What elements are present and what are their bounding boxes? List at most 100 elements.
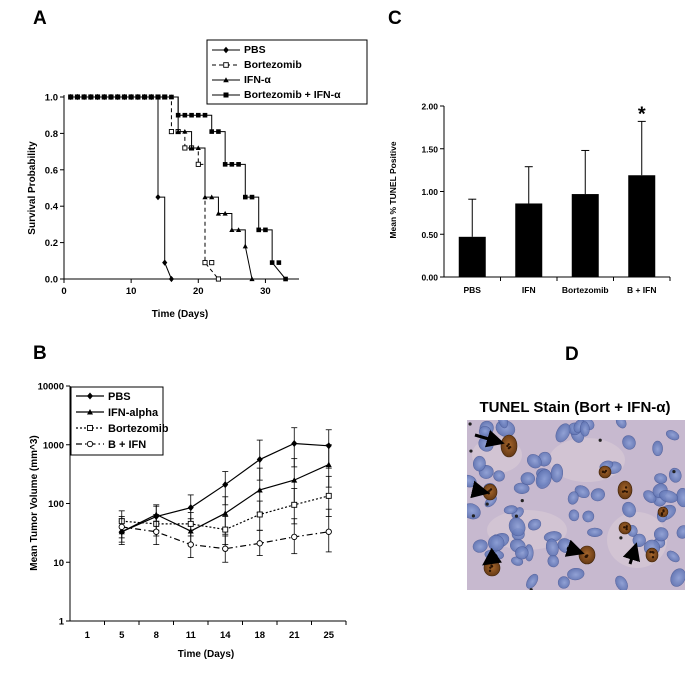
tumor-y-tick-label: 100 — [48, 499, 64, 510]
panel-letter-d: D — [565, 344, 579, 365]
survival-legend-label: Bortezomib — [244, 59, 302, 71]
debris-dot — [485, 502, 489, 506]
tumor-point — [291, 477, 298, 483]
cell-nucleus — [587, 527, 603, 537]
tunel-category-label: B + IFN — [627, 285, 657, 295]
survival-series-line — [70, 96, 172, 280]
panel-letter-b: B — [33, 343, 47, 364]
apoptotic-body — [651, 556, 655, 559]
apoptotic-body — [507, 443, 510, 446]
survival-x-tick-label: 30 — [260, 286, 271, 297]
cell-nucleus — [568, 509, 580, 522]
survival-point — [101, 94, 107, 100]
tunel-ylabel: Mean % TUNEL Positive — [388, 141, 398, 238]
survival-legend-label: IFN-α — [244, 74, 271, 86]
tunel-category-label: Bortezomib — [562, 285, 609, 295]
cell-nucleus — [676, 525, 685, 539]
tunel-y-tick-label: 0.50 — [421, 230, 438, 240]
cell-nucleus — [557, 576, 570, 589]
panel-letter-a: A — [33, 8, 47, 29]
tumor-ylabel: Mean Tumor Volume (mm^3) — [29, 435, 40, 570]
cell-nucleus — [535, 469, 552, 489]
tumor-point — [325, 528, 332, 535]
survival-point — [242, 194, 248, 200]
apoptotic-body — [488, 569, 492, 573]
survival-y-tick-label: 0.2 — [45, 238, 58, 249]
tumor-point — [291, 501, 298, 508]
tumor-point — [256, 511, 263, 518]
survival-point — [168, 129, 174, 135]
cell-nucleus — [526, 573, 539, 589]
tumor-point — [153, 528, 160, 535]
cell-nucleus — [615, 420, 627, 429]
survival-x-tick-label: 10 — [126, 286, 137, 297]
cell-nucleus — [665, 430, 680, 441]
survival-y-tick-label: 0.6 — [45, 165, 58, 176]
tumor-legend-marker — [86, 440, 94, 448]
cell-nucleus — [550, 463, 564, 483]
cell-nucleus — [503, 505, 518, 515]
survival-point — [168, 275, 175, 283]
cell-nucleus — [493, 470, 505, 482]
debris-dot — [469, 449, 473, 453]
cell-nucleus — [547, 555, 559, 568]
survival-y-tick-label: 0.8 — [45, 129, 58, 140]
debris-dot — [672, 470, 676, 474]
significance-star: * — [638, 103, 646, 125]
survival-point — [222, 210, 228, 216]
survival-point — [122, 94, 127, 100]
survival-point — [115, 94, 121, 100]
survival-point — [195, 145, 201, 151]
tumor-point — [222, 481, 229, 489]
tunel-bars: * — [458, 103, 656, 277]
tumor-point — [325, 492, 332, 499]
survival-point — [169, 94, 174, 100]
survival-point — [81, 94, 87, 100]
cell-nucleus — [622, 435, 636, 450]
apoptosis-arrow — [474, 430, 505, 448]
tumor-legend-label: IFN-alpha — [108, 407, 159, 419]
tumor-point — [256, 540, 263, 547]
survival-point — [135, 94, 141, 100]
tunel-bar — [628, 175, 656, 277]
tumor-legend-label: Bortezomib — [108, 423, 169, 435]
apoptotic-cell — [500, 434, 518, 458]
cell-nucleus — [567, 567, 585, 581]
apoptotic-cell — [645, 547, 659, 563]
tumor-point — [291, 533, 298, 541]
debris-dot — [520, 499, 524, 503]
tumor-legend: PBS IFN-alpha Bortezomib B + IFN — [70, 386, 169, 456]
apoptotic-body — [625, 490, 629, 493]
survival-point — [283, 276, 288, 282]
tunel-y-tick-label: 0.00 — [421, 273, 438, 283]
survival-point — [229, 162, 235, 167]
cell-nucleus — [659, 490, 678, 503]
survival-series-line — [70, 96, 253, 280]
survival-point — [209, 194, 215, 200]
tumor-point — [256, 486, 263, 493]
tumor-point — [187, 520, 194, 527]
debris-dot — [471, 514, 476, 518]
tumor-point — [325, 461, 332, 468]
cell-nucleus — [615, 575, 628, 590]
survival-y-tick-label: 0.0 — [45, 275, 58, 286]
tumor-volume-chart: Mean Tumor Volume (mm^3) Time (Days) 1 10… — [29, 382, 347, 660]
apoptotic-cell — [483, 559, 501, 577]
tunel-y-tick-label: 1.50 — [421, 144, 438, 154]
tumor-legend-label: B + IFN — [108, 439, 146, 451]
survival-point — [142, 94, 147, 100]
tumor-x-tick-label: 14 — [220, 630, 231, 641]
survival-point — [249, 276, 255, 282]
cell-nucleus — [472, 455, 486, 472]
cell-nucleus — [513, 482, 530, 494]
tumor-legend-label: PBS — [108, 391, 131, 403]
tumor-legend-marker — [87, 409, 93, 415]
survival-point — [216, 129, 221, 134]
cell-nucleus — [652, 440, 663, 457]
tumor-point — [222, 526, 229, 533]
panel-letter-c: C — [388, 8, 402, 29]
survival-y-tick-label: 0.4 — [45, 202, 59, 213]
survival-chart: Survival Probability Time (Days) 0.00.20… — [27, 39, 368, 320]
survival-point — [75, 94, 80, 100]
